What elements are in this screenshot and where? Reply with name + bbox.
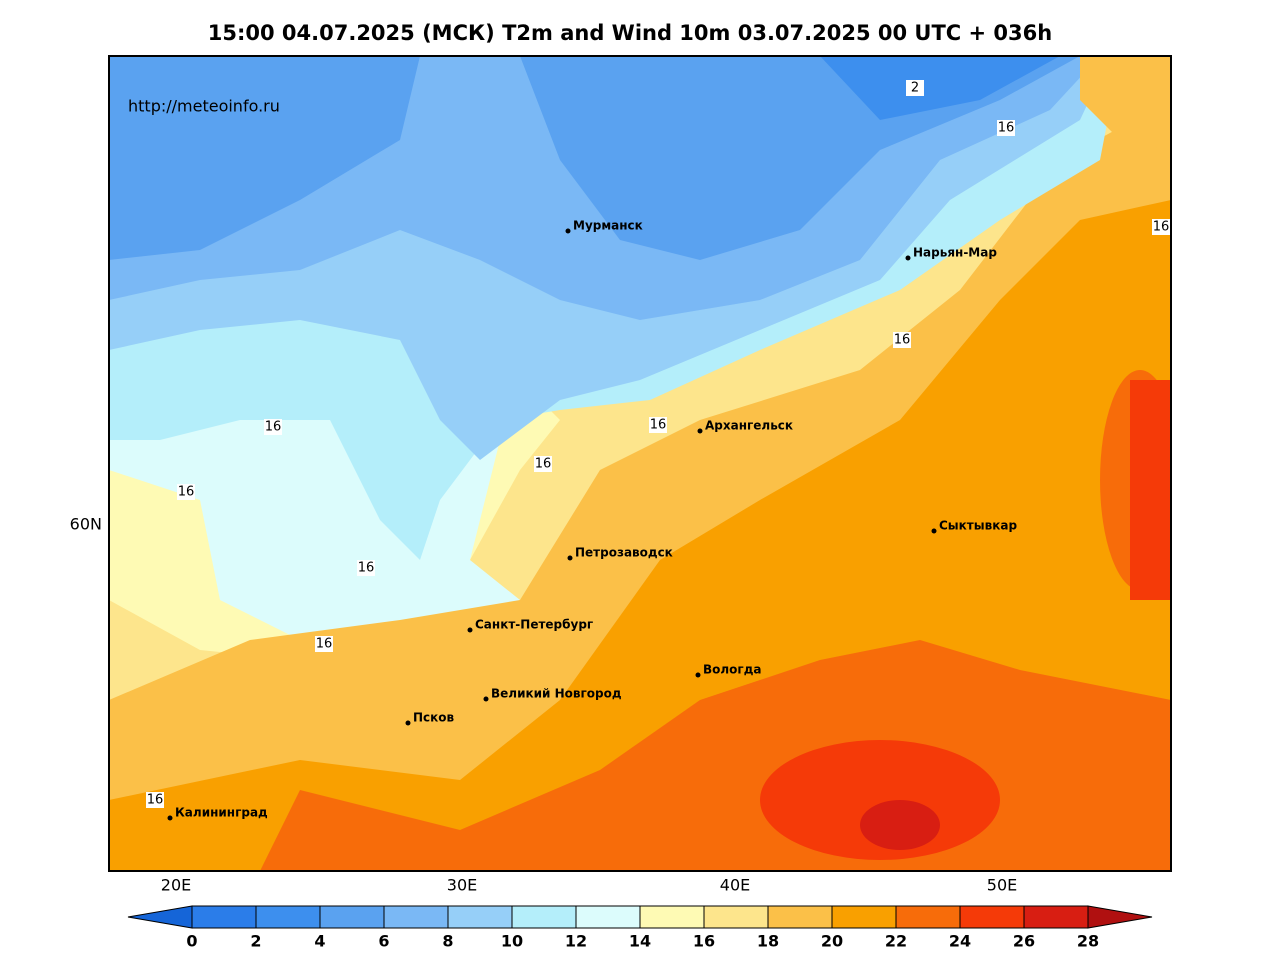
contour-label-bg <box>649 417 667 433</box>
contour-label: 16 <box>535 457 552 472</box>
city-dot <box>167 815 173 821</box>
city-dot <box>695 672 701 678</box>
city-label: Нарьян-Мар <box>913 246 997 260</box>
city-dot <box>467 627 473 633</box>
city-dot <box>905 255 911 261</box>
city-label: Калининград <box>175 806 268 820</box>
colorbar-swatch <box>831 905 897 929</box>
contour-label-bg <box>177 484 195 500</box>
city-dot <box>931 528 937 534</box>
colorbar-swatch <box>511 905 577 929</box>
colorbar-tick-label: 6 <box>378 932 389 951</box>
colorbar-tick-label: 14 <box>629 932 651 951</box>
city-label: Вологда <box>703 663 761 677</box>
colorbar-tick-label: 0 <box>186 932 197 951</box>
contour-label: 16 <box>358 561 375 576</box>
city-label: Сыктывкар <box>939 519 1017 533</box>
city-dot <box>483 696 489 702</box>
colorbar-tick-label: 2 <box>250 932 261 951</box>
colorbar-swatch <box>575 905 641 929</box>
x-axis-label: 40E <box>720 876 750 895</box>
temperature-field <box>109 56 1171 871</box>
colorbar-swatch <box>447 905 513 929</box>
colorbar-tick-label: 22 <box>885 932 907 951</box>
colorbar-swatch <box>383 905 449 929</box>
colorbar-swatch <box>895 905 961 929</box>
colorbar-swatch <box>255 905 321 929</box>
city-label: Мурманск <box>573 219 643 233</box>
colorbar-extend-low <box>127 905 193 929</box>
colorbar-tick-label: 20 <box>821 932 843 951</box>
city-dot <box>405 720 411 726</box>
colorbar-tick-label: 24 <box>949 932 971 951</box>
contour-label-bg <box>1152 219 1170 235</box>
colorbar-swatch <box>191 905 257 929</box>
title: 15:00 04.07.2025 (МСК) T2m and Wind 10m … <box>208 21 1052 45</box>
x-axis-label: 20E <box>161 876 191 895</box>
colorbar-tick-label: 26 <box>1013 932 1035 951</box>
contour-label-bg <box>893 332 911 348</box>
contour-label-bg <box>906 80 924 96</box>
colorbar-tick-label: 18 <box>757 932 779 951</box>
x-axis-label: 50E <box>987 876 1017 895</box>
colorbar-tick-label: 8 <box>442 932 453 951</box>
city-label: Псков <box>413 711 455 725</box>
city-dot <box>565 228 571 234</box>
contour-label-bg <box>997 120 1015 136</box>
contour-label-bg <box>357 560 375 576</box>
colorbar-tick-label: 28 <box>1077 932 1099 951</box>
contour-label: 16 <box>998 121 1015 136</box>
contour-label: 16 <box>1153 220 1170 235</box>
colorbar-tick-label: 10 <box>501 932 523 951</box>
contour-label: 16 <box>894 333 911 348</box>
colorbar-tick-label: 16 <box>693 932 715 951</box>
city-dot <box>697 428 703 434</box>
city-dot <box>567 555 573 561</box>
colorbar: 0 2 4 6 8 10 12 14 16 18 20 22 24 26 28 <box>127 905 1153 951</box>
contour-label-bg <box>315 636 333 652</box>
colorbar-extend-high <box>1087 905 1153 929</box>
contour-label-bg <box>534 456 552 472</box>
x-axis-label: 30E <box>447 876 477 895</box>
map-frame <box>108 55 1172 872</box>
contour-label: 2 <box>911 81 919 96</box>
colorbar-swatch <box>703 905 769 929</box>
colorbar-tick-label: 4 <box>314 932 325 951</box>
watermark: http://meteoinfo.ru <box>128 97 280 116</box>
contour-label: 16 <box>178 485 195 500</box>
contour-label-bg <box>264 419 282 435</box>
colorbar-swatch <box>959 905 1025 929</box>
y-axis-label: 60N <box>70 515 102 534</box>
colorbar-swatch <box>1023 905 1089 929</box>
colorbar-tick-label: 12 <box>565 932 587 951</box>
colorbar-swatch <box>767 905 833 929</box>
contour-label: 16 <box>316 637 333 652</box>
contour-label: 16 <box>265 420 282 435</box>
city-label: Архангельск <box>705 419 793 433</box>
contour-label-bg <box>146 792 164 808</box>
colorbar-swatch <box>319 905 385 929</box>
city-label: Великий Новгород <box>491 687 622 701</box>
colorbar-swatch <box>639 905 705 929</box>
city-label: Санкт-Петербург <box>475 618 593 632</box>
contour-label: 16 <box>147 793 164 808</box>
contour-label: 16 <box>650 418 667 433</box>
city-label: Петрозаводск <box>575 546 673 560</box>
